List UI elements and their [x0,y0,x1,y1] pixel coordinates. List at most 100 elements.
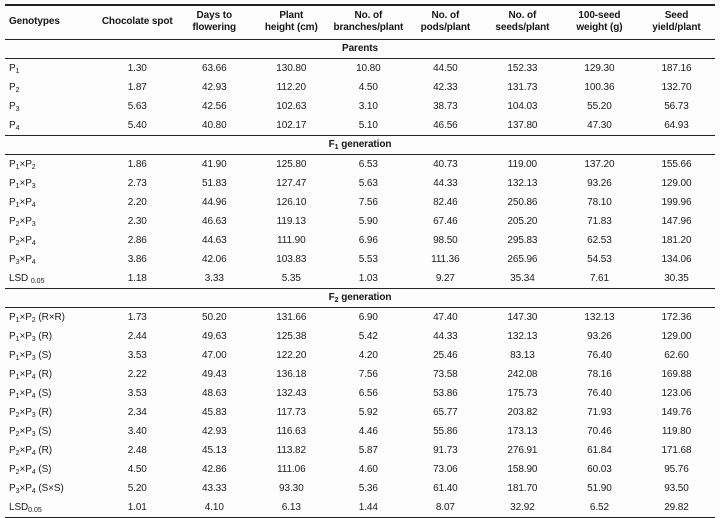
value-cell: 98.50 [433,234,458,246]
subscript-text: 2 [31,316,36,324]
value-cell: 137.80 [507,119,538,131]
value-cell: 175.73 [507,387,538,399]
value-cell: 5.10 [358,119,378,131]
value-cell: 131.73 [507,81,538,93]
value-cell: 6.52 [589,501,609,513]
value-cell: 158.90 [507,463,538,475]
value-cell: 3.53 [127,349,147,361]
subscript-text: 3 [15,258,20,266]
value-cell: 54.53 [587,253,612,265]
value-cell: 73.58 [433,368,458,380]
value-cell: 171.68 [661,444,692,456]
subscript-text: 1 [15,392,20,400]
value-cell: 3.10 [358,100,378,112]
value-cell: 25.46 [433,349,458,361]
value-cell: 42.56 [202,100,227,112]
value-cell: 117.73 [276,406,306,418]
value-cell: 137.20 [584,158,615,170]
subscript-text: 4 [31,258,36,266]
genotype-cell: P2×P3 (R) [9,406,52,419]
value-cell: 1.87 [127,81,147,93]
value-cell: 2.22 [127,368,147,380]
table-row: LSD 0.05 1.18 3.33 5.35 1.03 9.27 35.34 7.61 30.… [5,269,715,289]
value-cell: 46.56 [433,119,458,131]
value-cell: 5.42 [358,330,378,342]
value-cell: 42.06 [202,253,227,265]
value-cell: 7.61 [589,272,609,284]
value-cell: 91.73 [433,444,458,456]
value-cell: 3.53 [127,387,147,399]
subscript-text: 2 [15,239,20,247]
value-cell: 134.06 [661,253,692,265]
subscript-text: 2 [15,411,20,419]
value-cell: 44.63 [202,234,227,246]
subscript-text: 4 [31,487,36,495]
genotype-cell: P2 [9,81,20,94]
subscript-text: 3 [31,411,36,419]
column-header-plant-height-cm: Plant height (cm) [252,5,330,40]
subscript-text: 3 [15,487,20,495]
value-cell: 49.43 [202,368,227,380]
table-row: P3×P4 3.86 42.06 103.83 5.53 111.36 265.96 54.5… [5,250,715,269]
genotype-cell: LSD 0.05 [9,272,45,285]
value-cell: 83.13 [510,349,535,361]
table-row: P2×P4 (R) 2.48 45.13 113.82 5.87 91.73 276.91 6… [5,441,715,460]
value-cell: 250.86 [507,196,538,208]
value-cell: 70.46 [587,425,612,437]
value-cell: 2.44 [127,330,147,342]
value-cell: 111.06 [277,463,306,475]
value-cell: 5.40 [127,119,147,131]
value-cell: 122.20 [276,349,307,361]
subscript-text: 4 [31,392,36,400]
table-row: P1×P4 (S) 3.53 48.63 132.43 6.56 53.86 175.73 7… [5,384,715,403]
value-cell: 132.13 [584,311,615,323]
subscript-text: 3 [31,354,36,362]
value-cell: 5.92 [358,406,378,418]
table-row: P1×P3 (R) 2.44 49.63 125.38 5.42 44.33 132.13 9… [5,327,715,346]
value-cell: 41.90 [202,158,227,170]
genotypes-data-table: Genotypes Chocolate spot Days to flowering… [5,4,715,518]
value-cell: 47.00 [202,349,227,361]
column-header-seed-yield-plant: Seed yield/plant [637,5,715,40]
section-title: F1 generation [5,134,715,155]
subscript-text: 1 [15,335,20,343]
table-row: P1×P3 (S) 3.53 47.00 122.20 4.20 25.46 83.13 76… [5,346,715,365]
subscript-text: 1 [15,354,20,362]
subscript-text: 0.05 [30,277,45,285]
genotype-cell: P1×P3 (R) [9,330,52,343]
value-cell: 172.36 [661,311,692,323]
value-cell: 2.48 [127,444,147,456]
value-cell: 2.34 [127,406,147,418]
value-cell: 125.38 [276,330,307,342]
subscript-text: 2 [15,430,20,438]
subscript-text: 3 [31,335,36,343]
genotype-cell: P1×P3 (S) [9,349,52,362]
value-cell: 132.43 [276,387,307,399]
subscript-text: 1 [15,67,20,75]
value-cell: 42.93 [202,81,227,93]
value-cell: 125.80 [276,158,307,170]
subscript-text: 0.05 [28,506,42,514]
value-cell: 4.10 [204,501,224,513]
genotype-cell: P2×P4 (R) [9,444,52,457]
value-cell: 103.83 [276,253,307,265]
value-cell: 5.53 [358,253,378,265]
subscript-text: 1 [15,373,20,381]
subscript-text: 2 [31,163,36,171]
value-cell: 42.86 [202,463,227,475]
value-cell: 6.13 [281,501,301,513]
subscript-text: 3 [31,220,36,228]
value-cell: 49.63 [202,330,227,342]
value-cell: 71.83 [587,215,612,227]
genotype-cell: P2×P3 [9,215,36,228]
value-cell: 30.35 [664,272,689,284]
value-cell: 130.80 [276,62,307,74]
subscript-text: 4 [31,239,36,247]
column-header-no-of-pods-plant: No. of pods/plant [406,5,484,40]
value-cell: 149.76 [661,406,692,418]
section-header-row: F2 generation [5,287,715,308]
value-cell: 127.47 [276,177,307,189]
value-cell: 44.96 [202,196,227,208]
subscript-text: 3 [15,105,20,113]
value-cell: 67.46 [433,215,458,227]
